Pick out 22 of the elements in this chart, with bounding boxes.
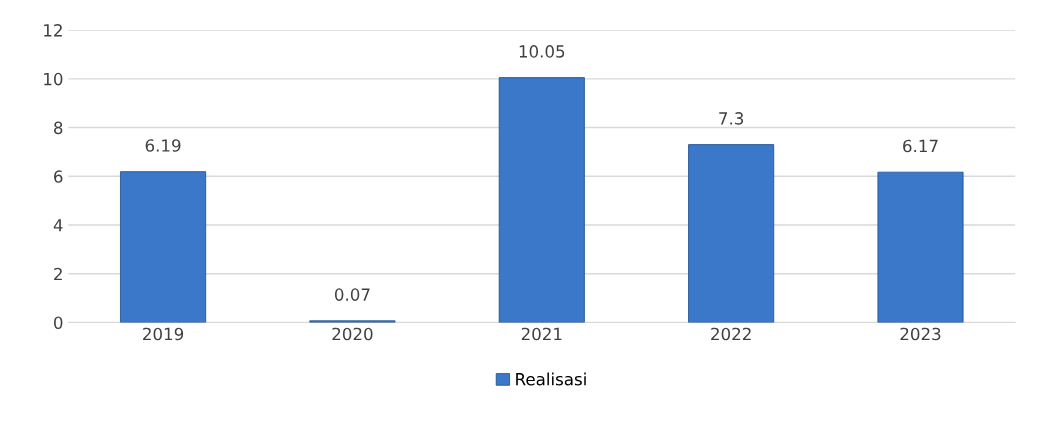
y-tick-label: 12 xyxy=(44,24,62,37)
bar xyxy=(120,171,207,323)
x-tick-label: 2023 xyxy=(900,327,941,341)
y-tick-label: 10 xyxy=(44,72,63,86)
data-label: 7.3 xyxy=(719,112,744,125)
data-label: 6.19 xyxy=(145,139,181,152)
x-tick-label: 2021 xyxy=(521,327,562,341)
x-tick-label: 2020 xyxy=(332,327,373,341)
data-label: 10.05 xyxy=(519,45,565,58)
x-tick-label: 2022 xyxy=(711,327,751,341)
bar xyxy=(688,144,775,323)
x-tick-label: 2019 xyxy=(143,327,184,341)
bar xyxy=(498,77,585,323)
y-tick-label: 8 xyxy=(54,121,63,135)
y-tick-label: 0 xyxy=(54,316,63,330)
bar xyxy=(877,171,964,323)
data-label: 6.17 xyxy=(903,139,938,153)
y-tick-label: 4 xyxy=(53,219,63,232)
data-label: 0.07 xyxy=(334,288,370,301)
y-tick-label: 6 xyxy=(54,170,63,183)
legend-label: Realisasi xyxy=(516,372,586,386)
y-tick-label: 2 xyxy=(54,267,62,281)
